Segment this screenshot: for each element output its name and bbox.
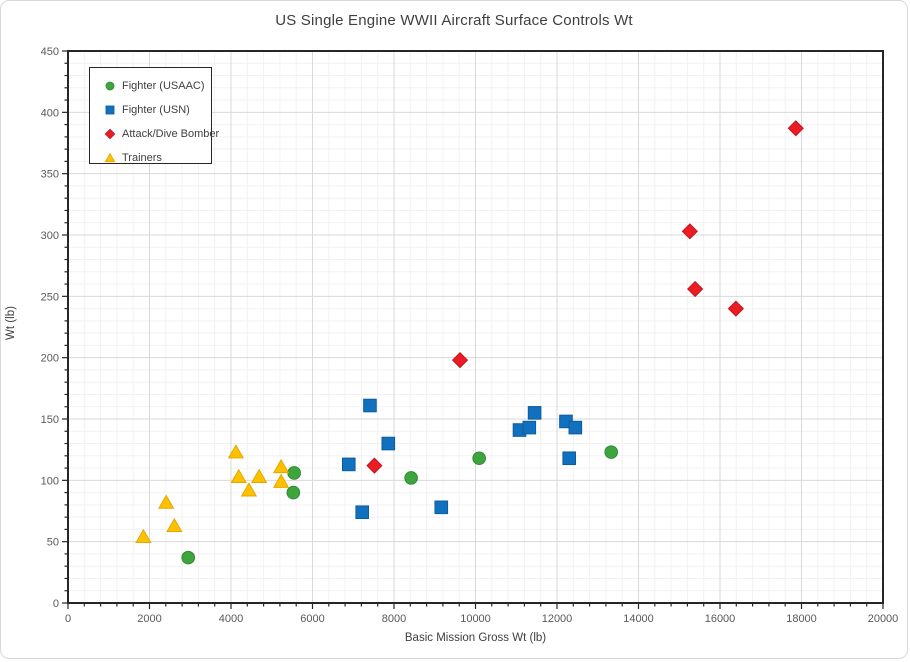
x-axis-title: Basic Mission Gross Wt (lb) (404, 632, 547, 644)
marker-attack-dive-bomber (451, 352, 469, 369)
marker-fighter-usn (522, 420, 537, 435)
square-legend-icon (105, 105, 115, 115)
legend-marker (104, 152, 116, 163)
chart-title: US Single Engine WWII Aircraft Surface C… (275, 12, 633, 29)
marker-fighter-usn (527, 406, 542, 420)
plot-border (67, 50, 884, 604)
marker-fighter-usaac (287, 466, 301, 480)
x-tick-label: 0 (65, 613, 71, 625)
legend-label: Fighter (USAAC) (122, 80, 205, 92)
y-tick-label: 0 (53, 598, 59, 610)
legend-label: Fighter (USN) (122, 104, 190, 116)
marker-fighter-usn (568, 420, 583, 435)
legend-item-3: Trainers (104, 146, 211, 170)
marker-trainers (272, 458, 290, 474)
diamond-legend-icon (104, 128, 116, 140)
y-tick-label: 300 (41, 230, 59, 242)
legend-label: Trainers (122, 152, 162, 164)
x-tick-label: 4000 (219, 613, 243, 625)
marker-fighter-usn (341, 457, 356, 472)
marker-fighter-usn (562, 451, 577, 466)
marker-attack-dive-bomber (787, 120, 804, 137)
marker-trainers (250, 468, 268, 483)
marker-fighter-usaac (286, 485, 301, 500)
marker-fighter-usaac (604, 445, 618, 459)
legend-item-1: Fighter (USN) (104, 98, 211, 122)
legend-marker (105, 105, 115, 115)
marker-attack-dive-bomber (681, 223, 698, 240)
y-tick-label: 350 (41, 169, 59, 181)
x-tick-label: 20000 (868, 613, 899, 625)
marker-trainers (227, 444, 245, 459)
y-axis-title: Wt (lb) (5, 306, 17, 340)
x-tick-label: 18000 (786, 613, 817, 625)
circle-legend-icon (105, 81, 115, 91)
y-tick-label: 200 (41, 353, 59, 365)
y-tick-label: 250 (41, 291, 59, 303)
x-tick-label: 12000 (542, 613, 573, 625)
x-tick-label: 14000 (623, 613, 654, 625)
marker-fighter-usn (381, 436, 396, 451)
legend-marker (105, 81, 115, 91)
legend-item-0: Fighter (USAAC) (104, 74, 211, 98)
x-tick-label: 2000 (137, 613, 161, 625)
legend-label: Attack/Dive Bomber (122, 128, 220, 140)
marker-trainers (166, 517, 183, 533)
marker-trainers (230, 468, 247, 483)
marker-trainers (135, 528, 152, 544)
y-tick-label: 100 (41, 475, 59, 487)
marker-fighter-usn (363, 398, 377, 413)
marker-attack-dive-bomber (366, 457, 383, 474)
x-tick-label: 16000 (705, 613, 736, 625)
marker-fighter-usaac (404, 471, 418, 485)
y-tick-label: 400 (41, 107, 59, 119)
marker-fighter-usn (355, 505, 370, 520)
triangle-legend-icon (104, 152, 116, 163)
legend-item-2: Attack/Dive Bomber (104, 122, 219, 146)
marker-attack-dive-bomber (727, 300, 744, 317)
legend-marker (104, 128, 116, 140)
marker-trainers (272, 473, 290, 488)
marker-fighter-usaac (181, 550, 196, 565)
y-tick-label: 450 (41, 46, 59, 58)
x-tick-label: 10000 (460, 613, 491, 625)
legend: Fighter (USAAC) Fighter (USN) Attack/Dive … (89, 67, 219, 164)
marker-attack-dive-bomber (687, 280, 704, 298)
marker-trainers (158, 494, 175, 509)
marker-fighter-usn (434, 500, 449, 515)
marker-trainers (240, 482, 258, 497)
marker-fighter-usaac (472, 451, 486, 466)
y-tick-label: 50 (47, 537, 59, 549)
x-tick-label: 8000 (382, 613, 406, 625)
x-tick-label: 6000 (300, 613, 324, 625)
y-tick-label: 150 (41, 414, 59, 426)
